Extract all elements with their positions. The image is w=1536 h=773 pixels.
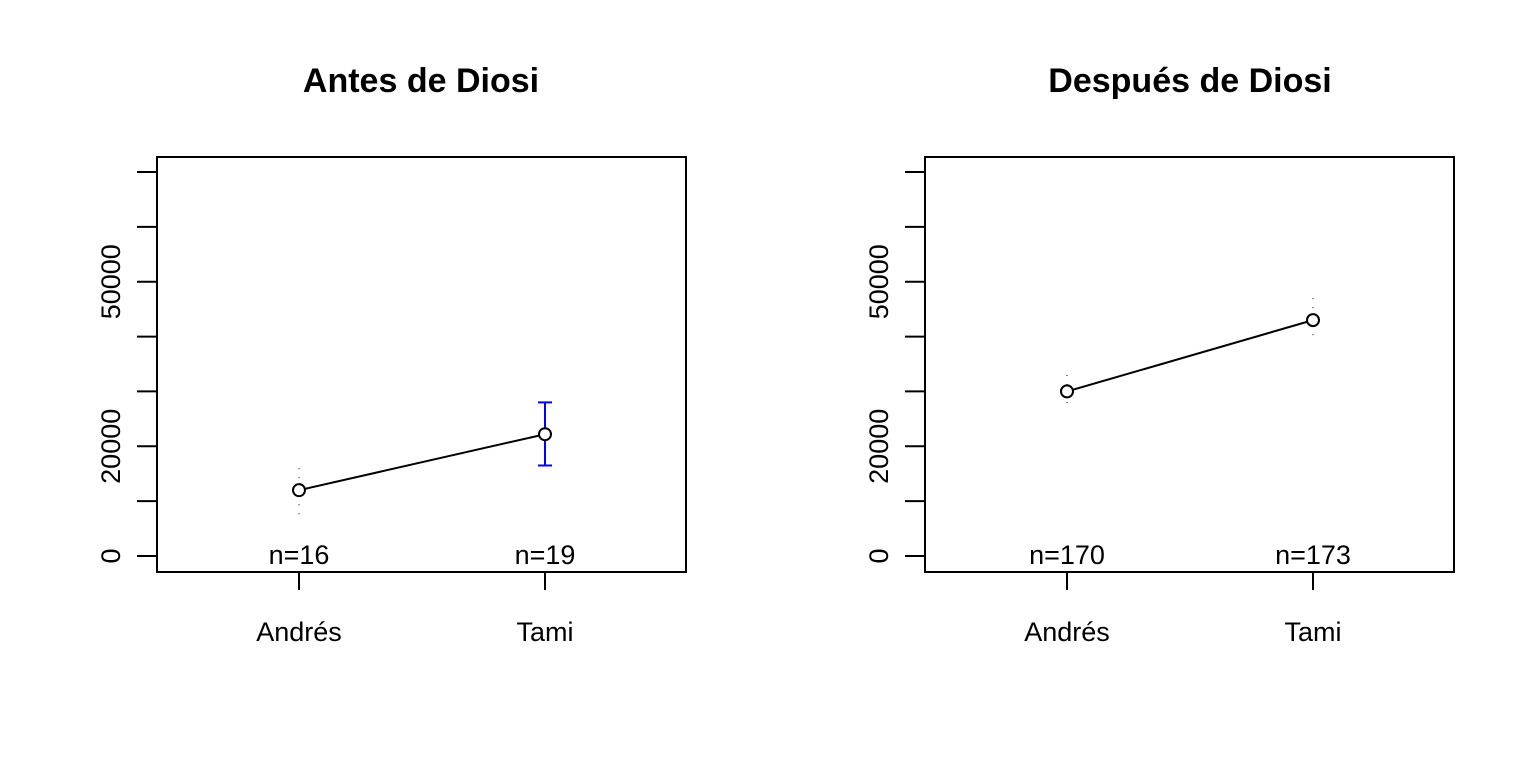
x-category-label: Tami [516,617,573,647]
y-tick-label: 20000 [96,409,126,484]
series-line [298,433,546,492]
x-category-label: Andrés [256,617,342,647]
chart-panel-1: Antes de Diosi 0 20000 50000 Andrés n=16 Tami n… [96,62,687,647]
data-point [292,483,306,498]
x-category-label: Tami [1284,617,1341,647]
chart-title: Antes de Diosi [303,62,539,100]
y-tick-label: 50000 [96,244,126,319]
y-tick-label: 0 [96,548,126,563]
y-tick-label: 50000 [864,244,894,319]
n-count-label: n=19 [515,540,576,570]
x-category-label: Andrés [1024,617,1110,647]
n-count-label: n=16 [269,540,330,570]
y-tick-label: 0 [864,548,894,563]
data-point [1060,384,1074,399]
y-tick-label: 20000 [864,409,894,484]
chart-panel-2: Después de Diosi 0 20000 50000 Andrés n=170 Ta… [864,62,1455,647]
data-point [538,427,552,442]
plot-frame [156,156,687,573]
data-point [1306,313,1320,328]
plot-frame [924,156,1455,573]
chart-title: Después de Diosi [1048,62,1331,100]
series-line [1066,319,1314,393]
n-count-label: n=170 [1029,540,1105,570]
n-count-label: n=173 [1275,540,1351,570]
